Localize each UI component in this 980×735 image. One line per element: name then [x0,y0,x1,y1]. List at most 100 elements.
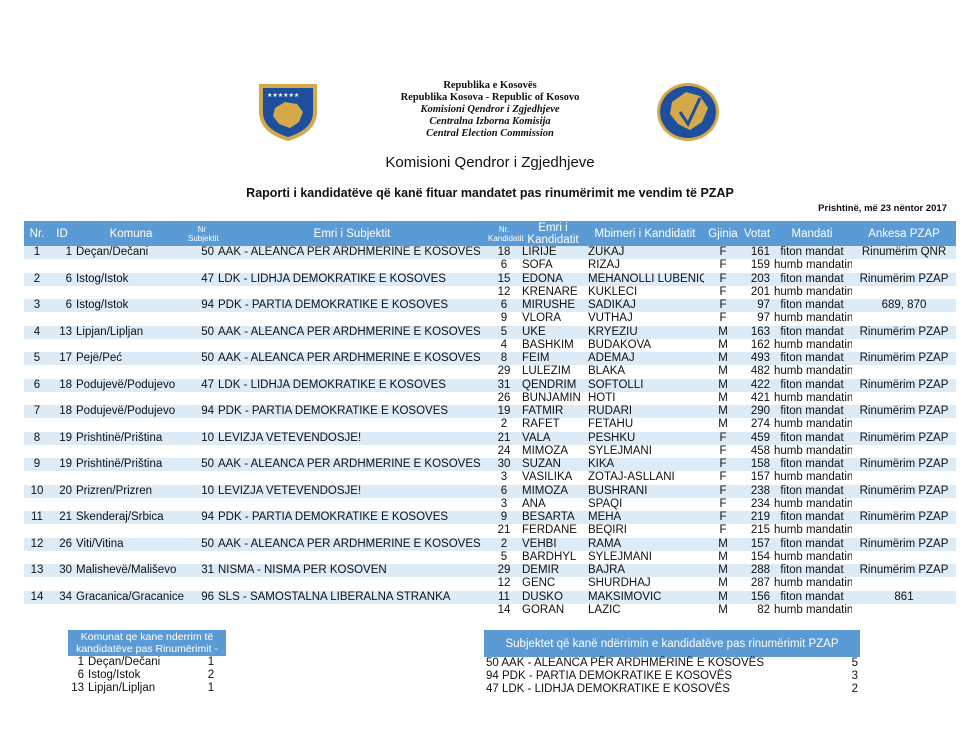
cell-ankesa: Rinumërim QNR [852,246,956,260]
summary-row: 13 Lipjan/Lipljan 1 [68,682,226,695]
change-count: 1 [207,682,215,694]
cell-ankesa: Rinumërim PZAP [852,431,956,445]
komuna-summary-table: Komunat qe kane nderrim të kandidatëve p… [68,630,226,695]
cell-komuna: Malishevë/Mališevo [74,564,188,578]
cell-emri-kandidatit: RAFET [522,418,560,431]
cell-nr-subjektit: 94 [188,299,216,313]
cell-mandati: humb mandatin [774,312,852,325]
cell-nr: 10 [24,484,50,498]
table-row: 12 KRENARE KUKLECI F 201 humb mandatin [24,286,956,299]
cell-empty [216,604,488,617]
cell-id: 6 [50,272,74,286]
cell-gjinia: M [718,365,728,378]
cell-ankesa: Rinumërim PZAP [852,484,956,498]
subjekt-summary-table: Subjektet që kanë ndërrimin e kandidatëv… [484,630,860,696]
cell-mandati: fiton mandat [772,458,852,472]
cell-empty [74,418,188,431]
cell-nr-subjektit: 50 [188,352,216,366]
cell-ankesa [852,259,956,272]
cell-emri-kandidatit: MIMOZA [520,484,586,498]
cell-nr-kandidatit: 6 [500,259,508,272]
cell-empty [188,418,216,431]
cell-votat: 154 [750,550,770,563]
komuna-id: 1 [77,656,84,668]
cell-ankesa: 861 [852,590,956,604]
cell-empty [74,365,188,378]
cell-gjinia: M [704,405,742,419]
cell-empty [188,339,216,352]
cell-id: 19 [50,458,74,472]
cell-empty [188,392,216,405]
cell-ankesa [852,551,956,564]
cell-mandati: humb mandatin [774,471,852,484]
table-row: 5 17 Pejë/Peć 50 AAK - ALEANCA PËR ARDHMËRIN… [24,352,956,366]
cell-mbiemri: SADIKAJ [586,299,704,313]
col-nr-kandidatit: Nr. Kandidatit [488,221,524,246]
cell-empty [216,471,488,484]
cell-gjinia: F [719,471,727,484]
cell-emri-kandidatit: DEMIR [520,564,586,578]
cell-gjinia: M [718,391,728,404]
cell-empty [74,498,188,511]
cell-nr-kandidatit: 3 [500,497,508,510]
cell-votat: 157 [750,471,770,484]
cell-empty [50,498,74,511]
cell-ankesa [852,471,956,484]
cell-emri-subjektit: SLS - SAMOSTALNA LIBERALNA STRANKA [216,590,488,604]
cell-votat: 97 [742,299,772,313]
cell-ankesa [852,577,956,590]
cell-nr-kandidatit: 12 [497,285,511,298]
cell-mbiemri: KIKA [586,458,704,472]
cell-mandati: humb mandatin [774,497,852,510]
cell-votat: 234 [750,497,770,510]
cell-votat: 158 [742,458,772,472]
cell-mandati: fiton mandat [772,352,852,366]
cell-empty [50,286,74,299]
subjekt-summary-header: Subjektet që kanë ndërrimin e kandidatëv… [484,630,860,657]
cell-votat: 97 [757,312,770,325]
cell-ankesa: Rinumërim PZAP [852,511,956,525]
cell-empty [24,418,50,431]
subjekt-name: 94 PDK - PARTIA DEMOKRATIKE E KOSOVËS [486,670,733,682]
cell-empty [188,524,216,537]
cell-komuna: Prishtinë/Priština [74,431,188,445]
cell-ankesa: Rinumërim PZAP [852,537,956,551]
cell-emri-subjektit: AAK - ALEANCA PËR ARDHMËRINË E KOSOVËS [216,246,488,260]
cell-mbiemri: VUTHAJ [588,312,633,325]
cell-votat: 215 [750,524,770,537]
col-emri-kandidatit: Emri i Kandidatit [520,221,586,246]
cell-empty [188,498,216,511]
cell-empty [188,312,216,325]
summary-row: 47 LDK - LIDHJA DEMOKRATIKE E KOSOVËS 2 [484,683,860,696]
cell-empty [216,498,488,511]
summary-row: 94 PDK - PARTIA DEMOKRATIKE E KOSOVËS 3 [484,670,860,683]
cell-gjinia: M [704,590,742,604]
cell-empty [24,604,50,617]
cell-gjinia: M [704,378,742,392]
col-ankesa: Ankesa PZAP [852,221,956,246]
cell-emri-kandidatit: VALA [520,431,586,445]
cell-nr-kandidatit: 31 [488,378,520,392]
cell-emri-kandidatit: UKË [520,325,586,339]
cell-empty [24,286,50,299]
cell-emri-kandidatit: LIRIJE [520,246,586,260]
cell-id: 19 [50,431,74,445]
report-title: Raporti i kandidatëve që kanë fituar man… [246,186,734,200]
cell-mandati: fiton mandat [772,590,852,604]
cell-empty [50,471,74,484]
cell-gjinia: M [704,325,742,339]
cell-mandati: humb mandatin [774,365,852,378]
cell-komuna: Viti/Vitina [74,537,188,551]
cell-empty [216,577,488,590]
cell-gjinia: M [718,338,728,351]
cell-nr-kandidatit: 24 [497,444,511,457]
cell-nr-kandidatit: 9 [488,511,520,525]
cell-empty [74,286,188,299]
cell-empty [74,471,188,484]
cell-empty [24,339,50,352]
cell-empty [24,524,50,537]
cell-empty [188,259,216,272]
cell-empty [50,551,74,564]
cell-mandati: fiton mandat [772,246,852,260]
cell-id: 21 [50,511,74,525]
